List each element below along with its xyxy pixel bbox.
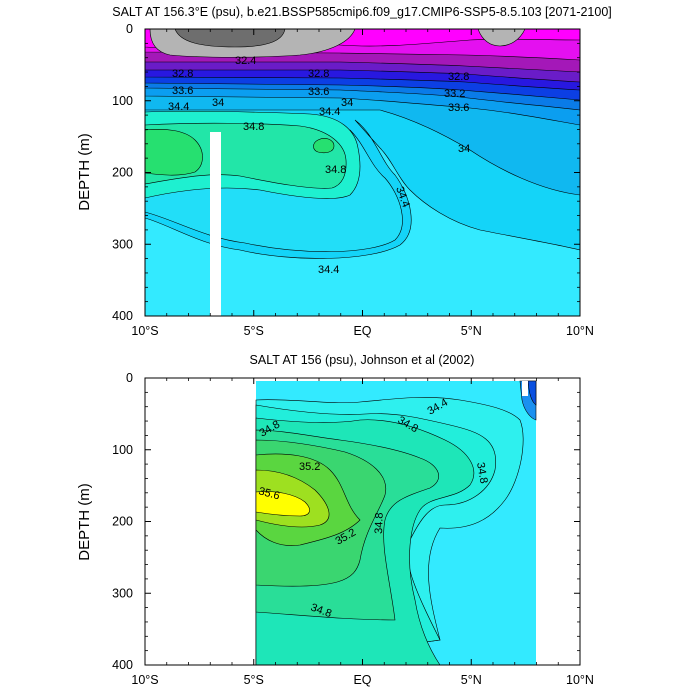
p1-label: 33.6 bbox=[172, 85, 193, 97]
x-tick-label: EQ bbox=[353, 324, 371, 338]
x-tick-label: 5°N bbox=[461, 324, 482, 338]
y-tick-label: 100 bbox=[112, 443, 133, 457]
p1-label: 34.4 bbox=[319, 106, 340, 118]
p2-label: 35.2 bbox=[299, 461, 320, 473]
x-tick-label: 5°S bbox=[244, 324, 264, 338]
y-tick-label: 300 bbox=[112, 237, 133, 251]
x-tick-label: 10°S bbox=[131, 324, 158, 338]
p2-band-fresh-core bbox=[527, 380, 537, 406]
panel-2-axes: 10°S 5°S EQ 5°N 10°N 0 100 200 300 400 bbox=[112, 371, 594, 687]
x-tick-label: 10°S bbox=[131, 673, 158, 687]
y-tick-label: 0 bbox=[126, 22, 133, 36]
panel-1-ylabel: DEPTH (m) bbox=[76, 133, 93, 211]
p1-label: 34.8 bbox=[243, 121, 264, 133]
y-tick-label: 400 bbox=[112, 658, 133, 672]
panel-2-ylabel: DEPTH (m) bbox=[76, 483, 93, 561]
x-tick-label: EQ bbox=[353, 673, 371, 687]
x-tick-label: 10°N bbox=[566, 324, 594, 338]
p1-label: 34 bbox=[341, 97, 353, 109]
p1-label: 32.4 bbox=[235, 55, 256, 67]
y-tick-label: 200 bbox=[112, 166, 133, 180]
panel-1-axes: 10°S 5°S EQ 5°N 10°N 0 100 200 300 400 bbox=[112, 22, 594, 338]
p2-label: 35.6 bbox=[257, 485, 281, 502]
panel-2-observations: SALT AT 156 (psu), Johnson et al (2002) bbox=[76, 353, 594, 687]
p2-missing-data bbox=[522, 381, 528, 396]
p1-label: 33.2 bbox=[444, 88, 465, 100]
panel-1-model: SALT AT 156.3°E (psu), b.e21.BSSP585cmip… bbox=[76, 5, 612, 338]
p1-label: 34 bbox=[458, 143, 470, 155]
x-tick-label: 5°N bbox=[461, 673, 482, 687]
p2-label: 34.8 bbox=[373, 512, 386, 534]
y-tick-label: 200 bbox=[112, 515, 133, 529]
p1-label: 33.6 bbox=[308, 86, 329, 98]
p1-label: 34.4 bbox=[318, 264, 339, 276]
p1-label: 32.8 bbox=[172, 68, 193, 80]
y-tick-label: 300 bbox=[112, 586, 133, 600]
panel-1-title: SALT AT 156.3°E (psu), b.e21.BSSP585cmip… bbox=[112, 5, 612, 19]
p1-band-grey-dark bbox=[174, 29, 286, 48]
p1-band-35.0-core bbox=[313, 138, 335, 154]
p1-label: 33.6 bbox=[448, 102, 469, 114]
y-tick-label: 400 bbox=[112, 309, 133, 323]
panel-2-title: SALT AT 156 (psu), Johnson et al (2002) bbox=[250, 353, 475, 367]
p1-label: 34.4 bbox=[168, 101, 189, 113]
panel-1-contour-labels: 32.4 32.8 33.6 34.4 34 34.8 32.8 33.6 34… bbox=[168, 55, 470, 276]
panel-2-filled-contours bbox=[145, 378, 580, 665]
p1-label: 32.8 bbox=[448, 71, 469, 83]
p1-label: 32.8 bbox=[308, 68, 329, 80]
p1-band-35.0 bbox=[145, 129, 203, 176]
p1-label: 34 bbox=[212, 97, 224, 109]
panel-1-filled-contours bbox=[145, 29, 580, 316]
p2-label: 34.8 bbox=[474, 461, 490, 484]
y-tick-label: 0 bbox=[126, 371, 133, 385]
p2-band-35.6 bbox=[255, 491, 310, 517]
p1-band-grey-light-right bbox=[477, 29, 526, 47]
x-tick-label: 5°S bbox=[244, 673, 264, 687]
p1-missing-data bbox=[210, 132, 221, 316]
x-tick-label: 10°N bbox=[566, 673, 594, 687]
p1-label: 34.8 bbox=[325, 164, 346, 176]
y-tick-label: 100 bbox=[112, 94, 133, 108]
